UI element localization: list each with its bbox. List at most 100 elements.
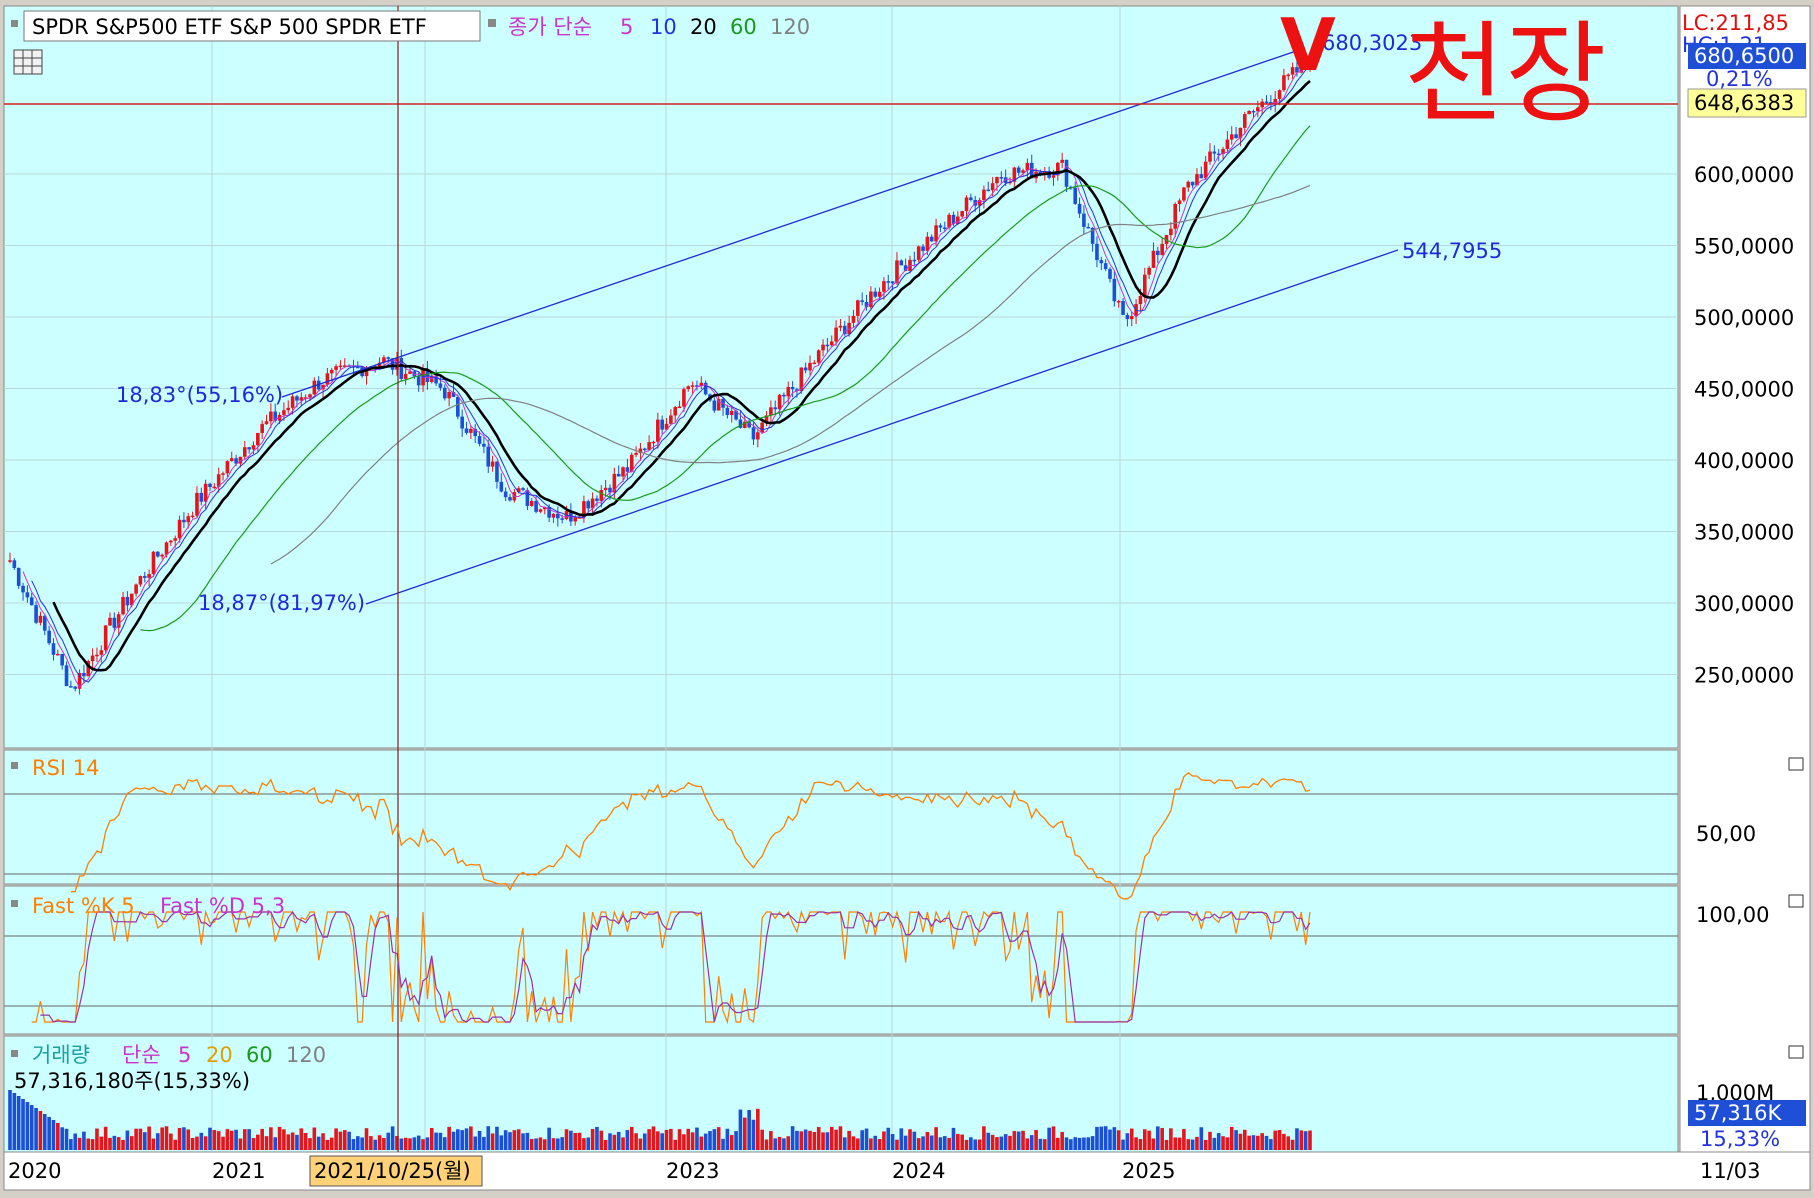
volume-bar xyxy=(790,1126,795,1150)
rsi-panel[interactable] xyxy=(3,749,1679,885)
volume-bar xyxy=(856,1138,860,1150)
candle-body xyxy=(751,427,756,440)
volume-bar xyxy=(912,1131,917,1150)
volume-bar xyxy=(1169,1128,1173,1150)
rsi-close-icon[interactable] xyxy=(1788,757,1804,771)
volume-bar xyxy=(303,1132,308,1150)
volume-bar xyxy=(756,1108,760,1150)
candle-body xyxy=(547,507,551,518)
stoch-d-path xyxy=(40,910,1311,1023)
volume-bar xyxy=(1303,1131,1308,1150)
volume-bar xyxy=(625,1130,630,1150)
volume-bar xyxy=(1116,1130,1121,1150)
stoch-panel[interactable] xyxy=(3,885,1679,1035)
volume-bar xyxy=(199,1132,204,1150)
volume-bar xyxy=(225,1129,230,1150)
volume-close-icon[interactable] xyxy=(1788,1045,1804,1059)
candle-body xyxy=(290,396,295,408)
volume-bar xyxy=(286,1134,291,1150)
volume-bar xyxy=(1095,1126,1099,1150)
candle-body xyxy=(825,344,830,347)
candle-body xyxy=(925,236,930,251)
channel-lower-line[interactable] xyxy=(365,249,1399,605)
stoch-handle-icon[interactable] xyxy=(11,900,18,907)
table-icon[interactable] xyxy=(13,49,43,75)
volume-bar xyxy=(164,1126,169,1150)
ma10-line xyxy=(31,67,1311,683)
volume-bar xyxy=(34,1108,38,1150)
volume-bar xyxy=(842,1137,847,1150)
volume-bar xyxy=(195,1136,199,1150)
candle-body xyxy=(47,630,51,644)
volume-bar xyxy=(242,1129,247,1150)
volume-bar xyxy=(638,1138,643,1150)
rsi-handle-icon[interactable] xyxy=(11,762,18,769)
candle-body xyxy=(473,428,478,437)
candle-body xyxy=(216,474,221,487)
candle-body xyxy=(612,473,617,493)
ma-handle-icon[interactable] xyxy=(488,19,496,27)
candle-body xyxy=(516,488,521,493)
candle-body xyxy=(525,489,530,506)
volume-bar xyxy=(516,1129,521,1150)
volume-bar xyxy=(208,1127,212,1150)
volume-bar xyxy=(925,1131,930,1150)
candle-body xyxy=(1199,174,1204,179)
candle-body xyxy=(25,592,30,598)
candle-body xyxy=(329,369,334,374)
volume-bar xyxy=(251,1138,256,1150)
price-panel[interactable] xyxy=(3,5,1679,749)
volume-bars xyxy=(8,1090,1312,1150)
y-tick-label: 350,0000 xyxy=(1694,521,1794,545)
candle-body xyxy=(247,447,251,450)
candle-body xyxy=(1086,226,1091,229)
candle-body xyxy=(312,380,317,395)
volume-bar xyxy=(16,1096,21,1150)
panel-handle-icon[interactable] xyxy=(11,20,18,27)
volume-bar xyxy=(1212,1137,1217,1150)
candle-body xyxy=(1282,75,1286,91)
volume-bar xyxy=(542,1139,547,1150)
candle-body xyxy=(1221,149,1225,155)
candle-body xyxy=(408,371,412,374)
candle-body xyxy=(508,497,512,501)
volume-handle-icon[interactable] xyxy=(11,1050,18,1057)
x-label-2025: 2025 xyxy=(1122,1159,1175,1183)
candle-body xyxy=(299,397,304,401)
candle-body xyxy=(677,406,682,409)
channel-upper-line[interactable] xyxy=(281,47,1306,398)
candle-body xyxy=(1225,139,1230,150)
x-label-2024: 2024 xyxy=(892,1159,945,1183)
volume-bar xyxy=(560,1137,564,1150)
candle-body xyxy=(990,183,995,191)
candle-body xyxy=(1203,161,1208,179)
stoch-close-icon[interactable] xyxy=(1788,894,1804,908)
candle-body xyxy=(1247,110,1251,115)
volume-bar xyxy=(873,1135,878,1150)
volume-bar xyxy=(886,1127,891,1150)
volume-bar xyxy=(521,1133,525,1150)
candle-body xyxy=(956,216,960,224)
volume-ma-60: 60 xyxy=(246,1043,273,1067)
volume-bar xyxy=(608,1133,612,1150)
candle-body xyxy=(1099,260,1104,264)
volume-bar xyxy=(477,1130,482,1150)
volume-bar xyxy=(808,1130,812,1150)
volume-bar xyxy=(1147,1130,1151,1150)
candle-body xyxy=(982,189,986,201)
candle-body xyxy=(1173,203,1178,229)
candle-body xyxy=(1229,134,1234,140)
title-box[interactable] xyxy=(23,10,481,42)
volume-bar xyxy=(247,1129,251,1150)
volume-bar xyxy=(621,1137,625,1150)
candle-body xyxy=(742,421,747,428)
volume-bar xyxy=(347,1131,351,1150)
volume-bar xyxy=(1269,1139,1273,1150)
candle-body xyxy=(1056,162,1060,176)
candle-body xyxy=(690,385,695,387)
current-price-badge: 680,6500 xyxy=(1694,44,1794,68)
candle-body xyxy=(860,300,864,302)
volume-bar xyxy=(1142,1129,1147,1150)
volume-bar xyxy=(1256,1135,1260,1150)
